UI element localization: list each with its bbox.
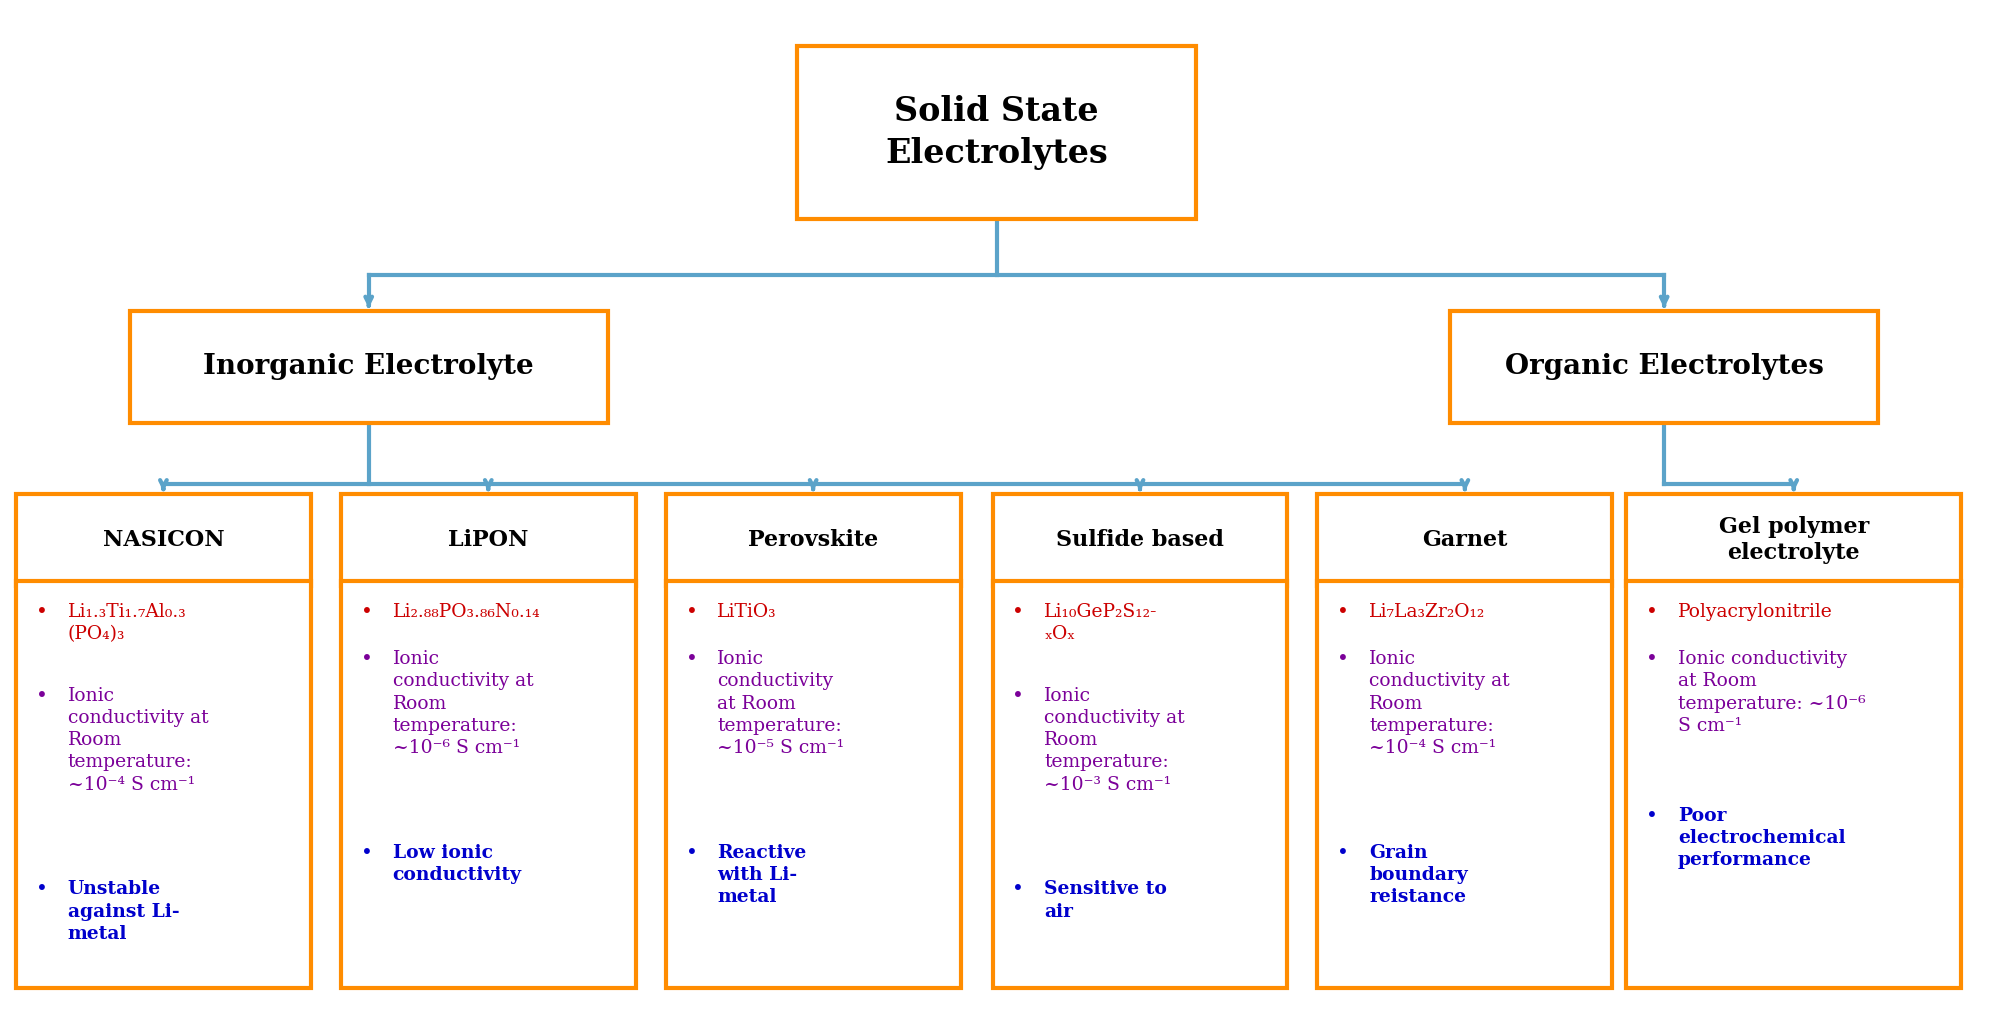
- Text: Sulfide based: Sulfide based: [1056, 529, 1224, 551]
- Text: Reactive
with Li-
metal: Reactive with Li- metal: [717, 844, 807, 906]
- Text: Perovskite: Perovskite: [747, 529, 879, 551]
- Text: Ionic
conductivity at
Room
temperature:
~10⁻⁶ S cm⁻¹: Ionic conductivity at Room temperature: …: [393, 650, 534, 757]
- FancyBboxPatch shape: [993, 581, 1287, 988]
- Text: LiTiO₃: LiTiO₃: [717, 603, 777, 622]
- Text: Low ionic
conductivity: Low ionic conductivity: [393, 844, 522, 883]
- Text: •: •: [1337, 844, 1349, 863]
- FancyBboxPatch shape: [666, 581, 961, 988]
- Text: Gel polymer
electrolyte: Gel polymer electrolyte: [1718, 517, 1869, 564]
- Text: Li₁.₃Ti₁.₇Al₀.₃
(PO₄)₃: Li₁.₃Ti₁.₇Al₀.₃ (PO₄)₃: [68, 603, 187, 643]
- FancyBboxPatch shape: [341, 581, 636, 988]
- Text: •: •: [36, 603, 48, 623]
- FancyBboxPatch shape: [16, 494, 311, 586]
- Text: Ionic
conductivity at
Room
temperature:
~10⁻³ S cm⁻¹: Ionic conductivity at Room temperature: …: [1044, 687, 1186, 794]
- FancyBboxPatch shape: [1317, 581, 1612, 988]
- Text: Poor
electrochemical
performance: Poor electrochemical performance: [1678, 807, 1846, 869]
- FancyBboxPatch shape: [1626, 494, 1961, 586]
- Text: •: •: [686, 844, 698, 863]
- Text: Li₇La₃Zr₂O₁₂: Li₇La₃Zr₂O₁₂: [1369, 603, 1485, 622]
- Text: •: •: [361, 650, 373, 669]
- Text: Inorganic Electrolyte: Inorganic Electrolyte: [203, 354, 534, 380]
- Text: Li₁₀GeP₂S₁₂-
ₓOₓ: Li₁₀GeP₂S₁₂- ₓOₓ: [1044, 603, 1158, 643]
- FancyBboxPatch shape: [130, 311, 608, 423]
- Text: •: •: [361, 844, 373, 863]
- FancyBboxPatch shape: [341, 494, 636, 586]
- Text: Ionic conductivity
at Room
temperature: ~10⁻⁶
S cm⁻¹: Ionic conductivity at Room temperature: …: [1678, 650, 1865, 735]
- Text: •: •: [1646, 807, 1658, 826]
- Text: Garnet: Garnet: [1423, 529, 1507, 551]
- FancyBboxPatch shape: [797, 46, 1196, 219]
- Text: Unstable
against Li-
metal: Unstable against Li- metal: [68, 880, 179, 943]
- Text: •: •: [1012, 687, 1024, 706]
- Text: •: •: [1646, 650, 1658, 669]
- FancyBboxPatch shape: [1449, 311, 1877, 423]
- FancyBboxPatch shape: [666, 494, 961, 586]
- FancyBboxPatch shape: [1317, 494, 1612, 586]
- Text: •: •: [1646, 603, 1658, 623]
- Text: •: •: [1012, 603, 1024, 623]
- Text: NASICON: NASICON: [102, 529, 225, 551]
- Text: Ionic
conductivity at
Room
temperature:
~10⁻⁴ S cm⁻¹: Ionic conductivity at Room temperature: …: [1369, 650, 1511, 757]
- Text: LiPON: LiPON: [448, 529, 528, 551]
- Text: •: •: [686, 603, 698, 623]
- FancyBboxPatch shape: [16, 581, 311, 988]
- Text: •: •: [361, 603, 373, 623]
- Text: Ionic
conductivity at
Room
temperature:
~10⁻⁴ S cm⁻¹: Ionic conductivity at Room temperature: …: [68, 687, 209, 794]
- FancyBboxPatch shape: [993, 494, 1287, 586]
- Text: •: •: [1337, 650, 1349, 669]
- FancyBboxPatch shape: [1626, 581, 1961, 988]
- Text: •: •: [1012, 880, 1024, 900]
- Text: •: •: [36, 880, 48, 900]
- Text: Organic Electrolytes: Organic Electrolytes: [1505, 354, 1824, 380]
- Text: •: •: [1337, 603, 1349, 623]
- Text: Ionic
conductivity
at Room
temperature:
~10⁻⁵ S cm⁻¹: Ionic conductivity at Room temperature: …: [717, 650, 845, 757]
- Text: Solid State
Electrolytes: Solid State Electrolytes: [885, 95, 1108, 170]
- Text: •: •: [686, 650, 698, 669]
- Text: Grain
boundary
reistance: Grain boundary reistance: [1369, 844, 1469, 906]
- Text: •: •: [36, 687, 48, 706]
- Text: Sensitive to
air: Sensitive to air: [1044, 880, 1168, 920]
- Text: Li₂.₈₈PO₃.₈₆N₀.₁₄: Li₂.₈₈PO₃.₈₆N₀.₁₄: [393, 603, 540, 622]
- Text: Polyacrylonitrile: Polyacrylonitrile: [1678, 603, 1834, 622]
